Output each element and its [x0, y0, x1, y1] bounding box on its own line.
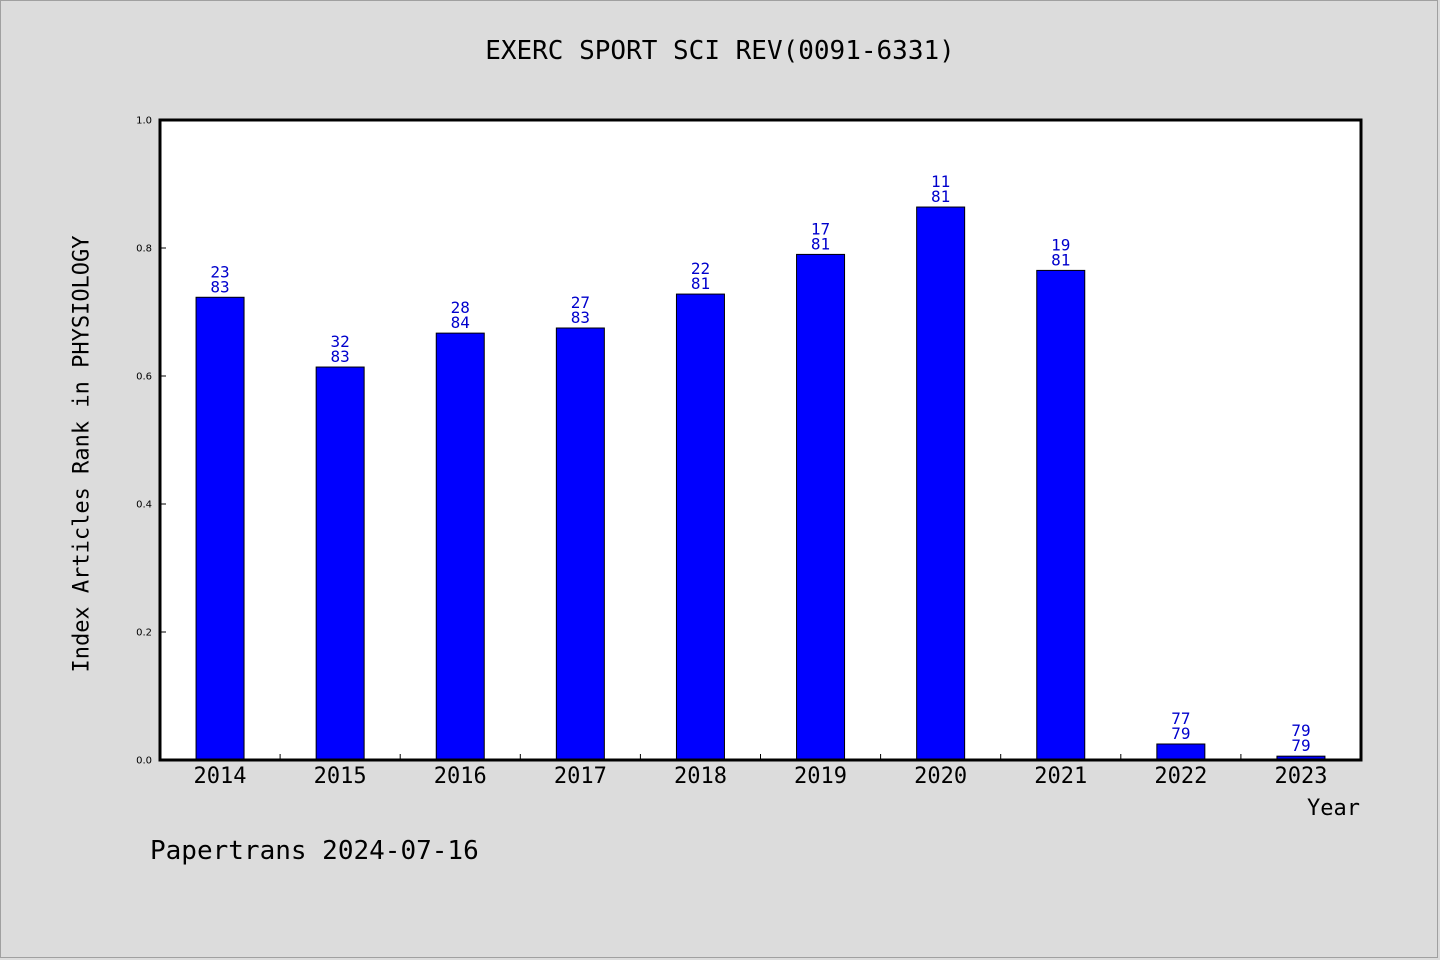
bar-label-rank: 17: [811, 219, 830, 238]
bar-label-rank: 79: [1291, 721, 1310, 740]
bar-2020: [916, 206, 966, 761]
plot-border: [158, 118, 1363, 762]
bar-label-total: 83: [210, 277, 229, 296]
x-tick-label: 2020: [914, 764, 967, 789]
x-tick-label: 2018: [674, 764, 727, 789]
x-axis-label: Year: [1307, 796, 1360, 821]
y-tick-label: 0.8: [136, 244, 152, 255]
bar-2018: [675, 293, 725, 761]
bar-2019: [796, 253, 846, 761]
x-tick-label: 2017: [554, 764, 607, 789]
bar-label-rank: 32: [331, 332, 350, 351]
bar-2015: [315, 366, 365, 761]
x-tick-label: 2019: [794, 764, 847, 789]
x-tick-label: 2021: [1034, 764, 1087, 789]
chart-title: EXERC SPORT SCI REV(0091-6331): [485, 36, 955, 66]
bar-label-rank: 28: [451, 298, 470, 317]
bar-label-total: 81: [1051, 250, 1070, 269]
y-tick-label: 0.2: [136, 628, 152, 639]
x-tick-label: 2016: [434, 764, 487, 789]
bar-label-rank: 19: [1051, 235, 1070, 254]
bar-2017: [555, 327, 605, 761]
y-tick-label: 0.0: [136, 756, 152, 767]
bar-2014: [195, 296, 245, 761]
bar-label-total: 81: [811, 234, 830, 253]
x-tick-label: 2022: [1154, 764, 1207, 789]
x-tick-label: 2015: [314, 764, 367, 789]
bar-label-rank: 77: [1171, 709, 1190, 728]
bar-label-rank: 23: [210, 262, 229, 281]
bar-label-rank: 27: [571, 293, 590, 312]
bar-label-rank: 22: [691, 259, 710, 278]
bar-label-total: 79: [1171, 724, 1190, 743]
x-tick-label: 2014: [194, 764, 247, 789]
bar-2021: [1036, 269, 1086, 761]
bar-label-total: 81: [931, 187, 950, 206]
bar-label-total: 84: [451, 313, 470, 332]
y-tick-label: 1.0: [136, 116, 152, 127]
bar-2016: [435, 332, 485, 761]
bar-label-total: 79: [1291, 736, 1310, 755]
bar-label-rank: 11: [931, 172, 950, 191]
bar-label-total: 83: [571, 308, 590, 327]
bar-label-total: 83: [331, 347, 350, 366]
bar-label-total: 81: [691, 274, 710, 293]
y-tick-label: 0.4: [136, 500, 152, 511]
y-tick-label: 0.6: [136, 372, 152, 383]
bar-2022: [1156, 743, 1206, 761]
x-tick-label: 2023: [1274, 764, 1327, 789]
footer-credit: Papertrans 2024-07-16: [150, 836, 479, 866]
